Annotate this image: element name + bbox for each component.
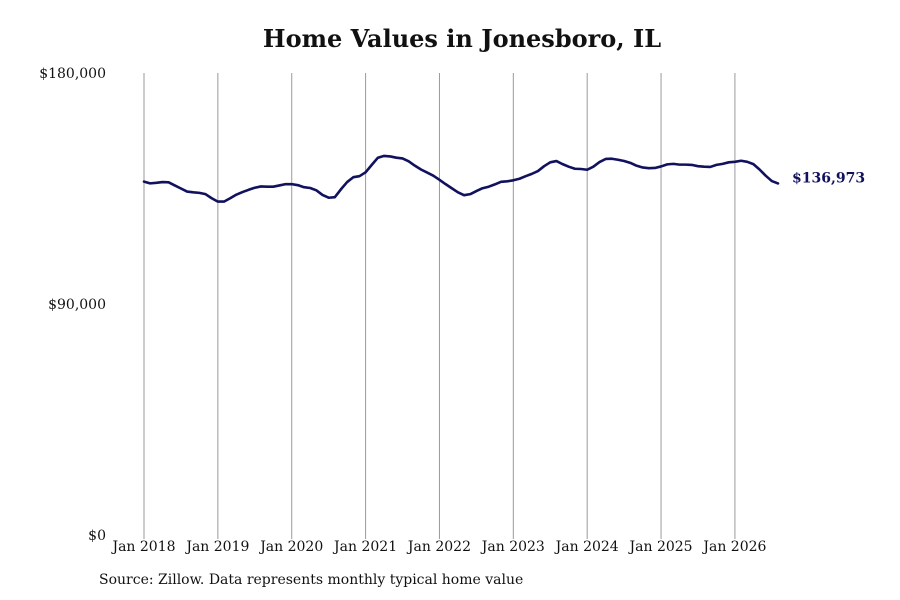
y-tick-label: $180,000: [39, 66, 106, 82]
end-value-label: $136,973: [792, 170, 865, 186]
x-tick-label: Jan 2026: [701, 539, 766, 555]
y-tick-label: $90,000: [48, 297, 106, 313]
series-layer: [142, 154, 780, 203]
x-tick-label: Jan 2022: [406, 539, 471, 555]
axis-layer: Jan 2018 Jan 2019 Jan 2020 Jan 2021 Jan 2022…: [39, 66, 766, 555]
y-tick-label: $0: [88, 528, 106, 544]
series-line: [142, 154, 780, 203]
x-tick-label: Jan 2021: [332, 539, 397, 555]
x-tick-label: Jan 2020: [258, 539, 323, 555]
label-layer: $136,973: [792, 170, 865, 186]
chart-source: Source: Zillow. Data represents monthly …: [99, 572, 524, 588]
x-tick-label: Jan 2018: [110, 539, 175, 555]
grid-layer: [143, 73, 736, 539]
x-tick-label: Jan 2024: [554, 539, 619, 555]
x-tick-label: Jan 2023: [480, 539, 545, 555]
chart-title: Home Values in Jonesboro, IL: [262, 24, 662, 53]
x-tick-label: Jan 2019: [184, 539, 249, 555]
x-tick-label: Jan 2025: [628, 539, 693, 555]
